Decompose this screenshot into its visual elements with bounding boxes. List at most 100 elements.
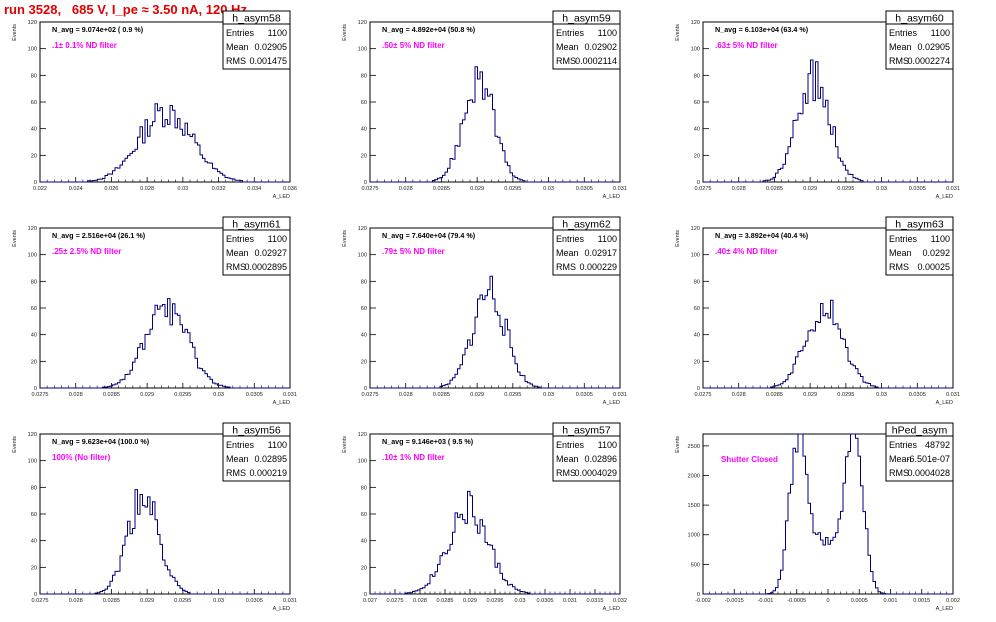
stats-mean-label: Mean — [556, 454, 579, 464]
x-axis-title: A_LED — [603, 400, 620, 406]
y-tick-label: 20 — [361, 359, 367, 365]
navg-label: N_avg = 4.892e+04 (50.8 %) — [382, 25, 476, 34]
y-tick-label: 0 — [697, 592, 700, 598]
histogram-line — [370, 275, 620, 389]
x-tick-label: -0.002 — [695, 598, 711, 604]
histogram-line — [40, 298, 290, 389]
navg-label: N_avg = 3.892e+04 (40.4 %) — [715, 231, 809, 240]
stats-rms-value: 0.0004028 — [907, 468, 950, 478]
stats-mean-label: Mean — [556, 248, 579, 258]
stats-mean-value: 0.02927 — [254, 248, 287, 258]
y-tick-label: 100 — [28, 253, 37, 259]
x-tick-label: 0.0295 — [174, 392, 191, 398]
y-tick-label: 120 — [358, 20, 367, 26]
x-tick-label: 0.028 — [413, 598, 427, 604]
x-tick-label: 0.0305 — [246, 392, 263, 398]
stats-entries-value: 1100 — [268, 28, 287, 38]
y-tick-label: 100 — [358, 47, 367, 53]
filter-label: .50± 5% ND filter — [382, 41, 445, 50]
filter-label: .79± 5% ND filter — [382, 247, 445, 256]
x-tick-label: 0.0295 — [504, 186, 521, 192]
x-tick-label: 0.03 — [213, 392, 224, 398]
x-tick-label: 0.028 — [732, 392, 746, 398]
y-tick-label: 40 — [694, 127, 700, 133]
histogram-line — [703, 59, 953, 183]
x-tick-label: 0.029 — [803, 392, 817, 398]
stats-rms-value: 0.0002895 — [244, 262, 287, 272]
y-tick-label: 0 — [697, 386, 700, 392]
stats-rms-label: RMS — [226, 56, 246, 66]
stats-mean-label: Mean — [226, 42, 249, 52]
histogram-title: h_asym56 — [232, 425, 281, 437]
x-tick-label: 0.029 — [803, 186, 817, 192]
stats-mean-value: 0.02905 — [917, 42, 950, 52]
stats-entries-label: Entries — [226, 234, 255, 244]
x-tick-label: 0 — [826, 598, 829, 604]
stats-entries-value: 1100 — [598, 234, 617, 244]
stats-entries-value: 1100 — [268, 440, 287, 450]
y-tick-label: 120 — [28, 20, 37, 26]
y-axis-title: Events — [342, 230, 348, 247]
filter-label: Shutter Closed — [721, 455, 778, 464]
x-tick-label: 0.0275 — [361, 186, 378, 192]
y-tick-label: 60 — [31, 306, 37, 312]
y-tick-label: 60 — [31, 512, 37, 518]
stats-rms-label: RMS — [556, 262, 576, 272]
filter-label: .40± 4% ND filter — [715, 247, 778, 256]
histogram-panel: 0.027 0.0275 0.028 0.0285 0.029 0.0295 0.03 0.0… — [342, 422, 627, 612]
y-tick-label: 80 — [694, 279, 700, 285]
stats-mean-value: 0.02896 — [584, 454, 617, 464]
x-tick-label: 0.03 — [515, 598, 526, 604]
y-axis-title: Events — [342, 24, 348, 41]
x-tick-label: 0.0285 — [766, 392, 783, 398]
y-tick-label: 100 — [691, 47, 700, 53]
x-tick-label: 0.028 — [399, 392, 413, 398]
stats-entries-label: Entries — [889, 234, 918, 244]
x-axis-title: A_LED — [936, 400, 953, 406]
y-tick-label: 2500 — [688, 444, 700, 450]
x-axis-title: A_LED — [936, 194, 953, 200]
stats-box — [552, 422, 621, 482]
y-tick-label: 0 — [34, 386, 37, 392]
y-tick-label: 40 — [694, 333, 700, 339]
x-tick-label: 0.029 — [470, 392, 484, 398]
x-tick-label: 0.0295 — [174, 598, 191, 604]
x-tick-label: 0.03 — [543, 392, 554, 398]
stats-rms-value: 0.0004029 — [574, 468, 617, 478]
x-tick-label: -0.0005 — [787, 598, 806, 604]
histogram-panel: 0.022 0.024 0.026 0.028 0.03 0.032 0.034 0.036 0… — [12, 10, 297, 200]
histogram-line — [703, 433, 953, 595]
x-axis-title: A_LED — [603, 194, 620, 200]
y-tick-label: 120 — [358, 432, 367, 438]
x-tick-label: 0.032 — [212, 186, 226, 192]
stats-box — [885, 216, 954, 276]
stats-rms-value: 0.00025 — [917, 262, 950, 272]
stats-mean-label: Mean — [889, 42, 912, 52]
y-tick-label: 120 — [28, 226, 37, 232]
stats-rms-label: RMS — [556, 468, 576, 478]
y-tick-label: 80 — [31, 73, 37, 79]
stats-rms-value: 0.000219 — [249, 468, 287, 478]
stats-mean-label: Mean — [226, 248, 249, 258]
filter-label: .1± 0.1% ND filter — [52, 41, 117, 50]
stats-mean-value: 0.02902 — [584, 42, 617, 52]
y-tick-label: 40 — [31, 333, 37, 339]
y-tick-label: 1000 — [688, 533, 700, 539]
stats-mean-label: Mean — [556, 42, 579, 52]
x-tick-label: 0.0275 — [694, 186, 711, 192]
y-tick-label: 100 — [28, 47, 37, 53]
histogram-panel: 0.0275 0.028 0.0285 0.029 0.0295 0.03 0.0305 0.… — [12, 216, 297, 406]
y-axis-title: Events — [342, 436, 348, 453]
stats-entries-label: Entries — [556, 234, 585, 244]
stats-mean-value: 0.0292 — [922, 248, 950, 258]
y-tick-label: 80 — [31, 279, 37, 285]
histogram-panel: 0.0275 0.028 0.0285 0.029 0.0295 0.03 0.0305 0.… — [675, 216, 960, 406]
x-tick-label: 0.0285 — [103, 392, 120, 398]
stats-rms-value: 0.001475 — [249, 56, 287, 66]
histogram-title: h_asym58 — [232, 13, 281, 25]
y-tick-label: 120 — [691, 226, 700, 232]
histogram-line — [370, 66, 620, 183]
y-tick-label: 20 — [31, 153, 37, 159]
x-tick-label: 0.026 — [104, 186, 118, 192]
x-tick-label: 0.0295 — [486, 598, 503, 604]
